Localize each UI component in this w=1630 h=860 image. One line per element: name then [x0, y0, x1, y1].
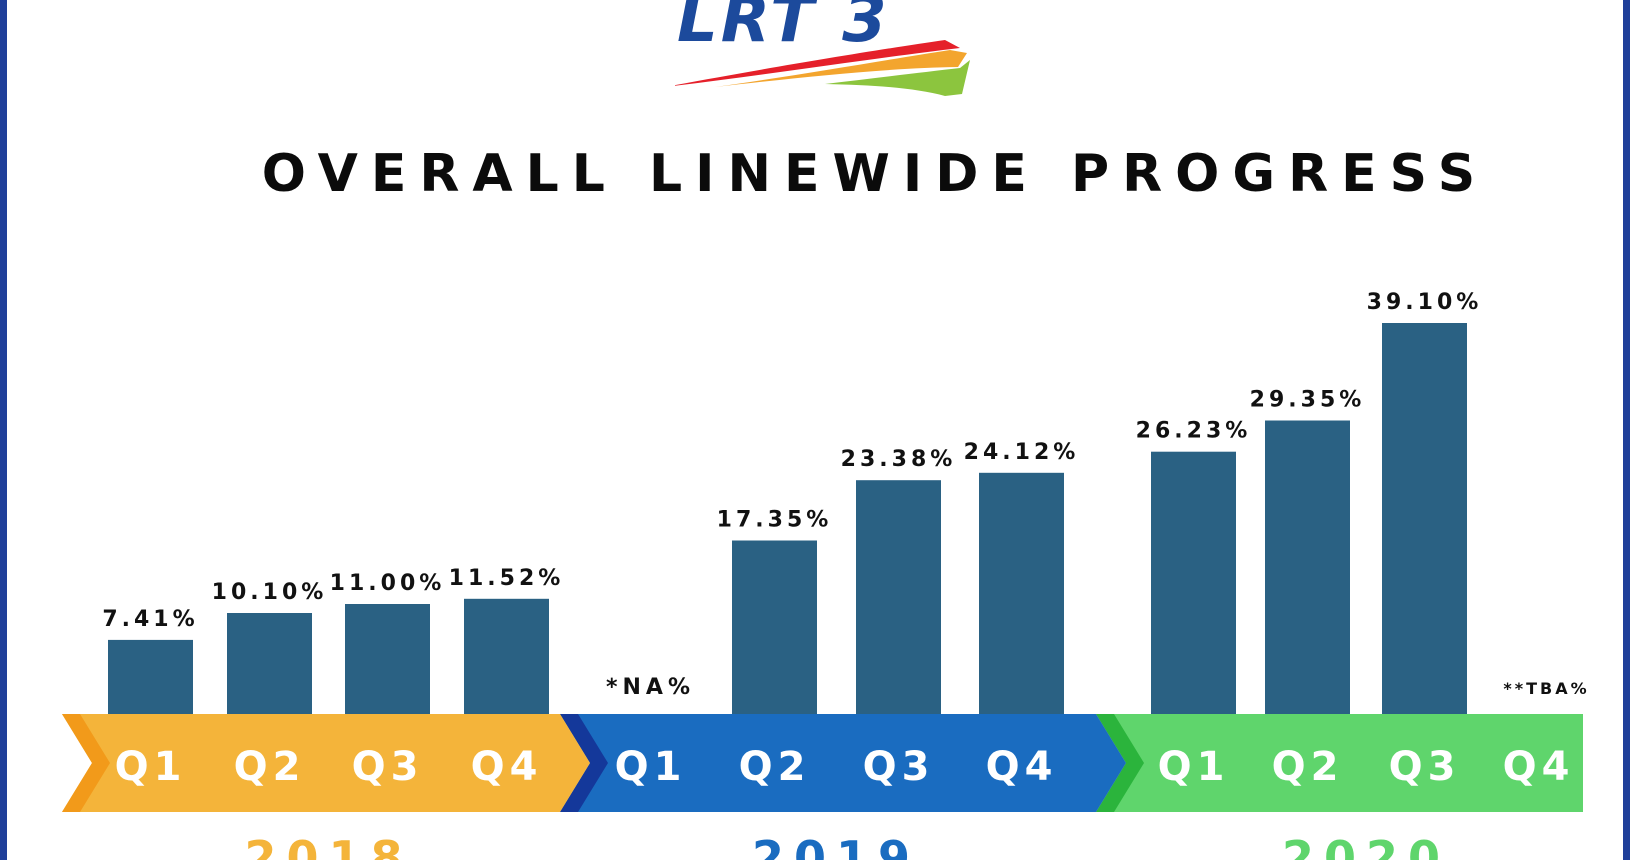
bar-2019-q4 [979, 472, 1064, 714]
lrt3-logo: LRT 3 [675, 0, 1015, 110]
data-label-2019-q4: 24.12% [964, 440, 1080, 465]
quarter-label-2020-q4: Q4 [1503, 744, 1575, 790]
bar-2019-q3 [856, 480, 941, 714]
quarter-label-2019-q1: Q1 [615, 744, 687, 790]
bar-2018-q1 [108, 639, 193, 714]
bar-2020-q3 [1382, 323, 1467, 714]
timeline-band-2019 [560, 714, 1126, 812]
data-label-2018-q3: 11.00% [330, 571, 446, 596]
quarter-label-2019-q2: Q2 [739, 744, 811, 790]
timeline-chevron-2019 [560, 714, 608, 812]
data-label-2019-q2: 17.35% [717, 508, 833, 533]
quarter-label-2020-q2: Q2 [1272, 744, 1344, 790]
data-label-2019-q3: 23.38% [841, 447, 957, 472]
year-label-2019: 2019 [752, 831, 920, 860]
quarter-label-2018-q3: Q3 [352, 744, 424, 790]
data-label-2018-q2: 10.10% [212, 580, 328, 605]
data-label-2020-q4: **TBA% [1503, 679, 1589, 698]
logo-swoosh-icon [675, 40, 970, 96]
quarter-label-2018-q4: Q4 [471, 744, 543, 790]
data-label-2020-q1: 26.23% [1136, 419, 1252, 444]
bar-2019-q2 [732, 540, 817, 714]
timeline-band-2020 [1096, 714, 1583, 812]
timeline-chevron-2020 [1096, 714, 1144, 812]
year-label-2018: 2018 [244, 831, 412, 860]
bar-2020-q2 [1265, 420, 1350, 714]
data-label-2018-q1: 7.41% [102, 607, 198, 632]
quarter-label-2018-q1: Q1 [115, 744, 187, 790]
frame-right-border [1623, 0, 1630, 860]
quarter-label-2019-q4: Q4 [986, 744, 1058, 790]
data-label-2019-q1: *NA% [606, 675, 695, 700]
page-title: OVERALL LINEWIDE PROGRESS [261, 144, 1489, 204]
frame-left-border [0, 0, 7, 860]
data-label-2020-q2: 29.35% [1250, 388, 1366, 413]
bar-2020-q1 [1151, 451, 1236, 714]
data-label-2018-q4: 11.52% [449, 566, 565, 591]
year-label-2020: 2020 [1282, 831, 1450, 860]
quarter-label-2018-q2: Q2 [234, 744, 306, 790]
bar-2018-q2 [227, 613, 312, 714]
logo-text: LRT 3 [677, 0, 890, 57]
bar-2018-q3 [345, 604, 430, 714]
quarter-label-2020-q1: Q1 [1158, 744, 1230, 790]
quarter-label-2019-q3: Q3 [863, 744, 935, 790]
quarter-label-2020-q3: Q3 [1389, 744, 1461, 790]
data-label-2020-q3: 39.10% [1367, 290, 1483, 315]
timeline-chevron-2018 [62, 714, 110, 812]
timeline-band-2018 [62, 714, 590, 812]
bar-2018-q4 [464, 598, 549, 714]
